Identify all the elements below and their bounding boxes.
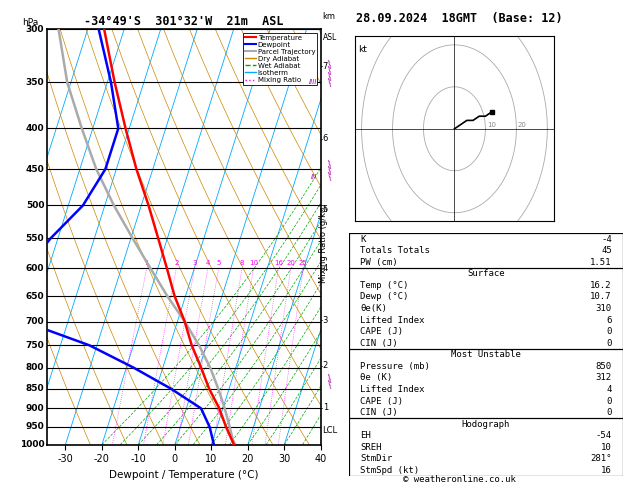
Text: PW (cm): PW (cm) [360,258,398,267]
Text: 2: 2 [323,361,328,370]
Text: /: / [326,166,334,176]
Text: 20: 20 [518,122,527,128]
Text: Hodograph: Hodograph [462,420,510,429]
Text: 16: 16 [274,260,283,266]
Text: 850: 850 [596,362,612,371]
Text: CIN (J): CIN (J) [360,408,398,417]
Text: 1000: 1000 [19,440,44,449]
Text: III: III [311,174,317,180]
Text: Totals Totals: Totals Totals [360,246,430,255]
Text: Mixing Ratio (g/kg): Mixing Ratio (g/kg) [320,203,328,283]
Text: /: / [326,66,334,76]
Text: K: K [360,235,365,243]
Text: 10: 10 [487,122,496,128]
Text: ASL: ASL [323,34,337,42]
Text: 900: 900 [26,404,44,413]
Text: 6: 6 [606,315,612,325]
Text: StmDir: StmDir [360,454,392,464]
Text: 1: 1 [145,260,149,266]
Text: CAPE (J): CAPE (J) [360,327,403,336]
Text: 5: 5 [216,260,221,266]
Text: /: / [326,60,334,70]
Text: 0: 0 [606,397,612,405]
Text: 1.51: 1.51 [590,258,612,267]
Text: 500: 500 [26,201,44,210]
Text: Dewp (°C): Dewp (°C) [360,293,408,301]
Text: 20: 20 [286,260,295,266]
Text: 16.2: 16.2 [590,281,612,290]
Text: © weatheronline.co.uk: © weatheronline.co.uk [403,474,516,484]
Text: 8: 8 [240,260,244,266]
Text: 4: 4 [206,260,210,266]
Text: 800: 800 [26,363,44,372]
Bar [349,268,623,349]
Text: 5: 5 [323,205,328,214]
Text: 10: 10 [249,260,258,266]
Text: Temp (°C): Temp (°C) [360,281,408,290]
Text: 4: 4 [323,264,328,274]
Text: LCL: LCL [323,426,338,435]
Text: 4: 4 [606,385,612,394]
Text: hPa: hPa [23,18,39,27]
Text: 281°: 281° [590,454,612,464]
Text: 312: 312 [596,373,612,382]
Bar [349,233,623,268]
Legend: Temperature, Dewpoint, Parcel Trajectory, Dry Adiabat, Wet Adiabat, Isotherm, Mi: Temperature, Dewpoint, Parcel Trajectory… [243,33,317,85]
Text: Surface: Surface [467,269,504,278]
Text: 950: 950 [26,422,44,432]
Text: 0: 0 [606,408,612,417]
Text: CAPE (J): CAPE (J) [360,397,403,405]
Text: 550: 550 [26,234,44,243]
Text: 25: 25 [299,260,308,266]
Text: 0: 0 [606,327,612,336]
Text: 45: 45 [601,246,612,255]
Text: Lifted Index: Lifted Index [360,385,425,394]
Text: 3: 3 [323,315,328,325]
Text: EH: EH [360,431,370,440]
Text: 700: 700 [26,317,44,326]
Text: /: / [326,160,334,170]
Text: CIN (J): CIN (J) [360,339,398,347]
Text: 3: 3 [192,260,197,266]
Text: 2: 2 [174,260,179,266]
Text: IIII: IIII [309,79,317,86]
Text: θe (K): θe (K) [360,373,392,382]
Text: /: / [326,172,334,182]
Title: -34°49'S  301°32'W  21m  ASL: -34°49'S 301°32'W 21m ASL [84,15,284,28]
Text: km: km [323,12,336,21]
Text: 750: 750 [26,341,44,350]
Text: Lifted Index: Lifted Index [360,315,425,325]
Text: StmSpd (kt): StmSpd (kt) [360,466,419,475]
Text: 1: 1 [323,403,328,412]
Text: Most Unstable: Most Unstable [451,350,521,359]
Text: 7: 7 [323,62,328,70]
Text: 300: 300 [26,25,44,34]
Text: -4: -4 [601,235,612,243]
Text: -54: -54 [596,431,612,440]
X-axis label: Dewpoint / Temperature (°C): Dewpoint / Temperature (°C) [109,470,259,480]
Text: 450: 450 [26,165,44,174]
Text: Pressure (mb): Pressure (mb) [360,362,430,371]
Text: 850: 850 [26,384,44,393]
Text: 10: 10 [601,443,612,452]
Text: 10.7: 10.7 [590,293,612,301]
Text: SREH: SREH [360,443,382,452]
Text: 400: 400 [26,124,44,133]
Text: θe(K): θe(K) [360,304,387,313]
Text: 16: 16 [601,466,612,475]
Bar [349,418,623,476]
Text: /: / [326,77,334,87]
Text: 0: 0 [606,339,612,347]
Text: 350: 350 [26,78,44,87]
Text: kt: kt [359,45,367,54]
Text: 28.09.2024  18GMT  (Base: 12): 28.09.2024 18GMT (Base: 12) [356,12,562,25]
Text: 310: 310 [596,304,612,313]
Text: 650: 650 [26,292,44,300]
Text: 600: 600 [26,264,44,273]
Text: /: / [326,374,334,384]
Text: 6: 6 [323,134,328,143]
Text: /: / [326,380,334,390]
Text: /: / [326,71,334,82]
Bar [349,349,623,418]
